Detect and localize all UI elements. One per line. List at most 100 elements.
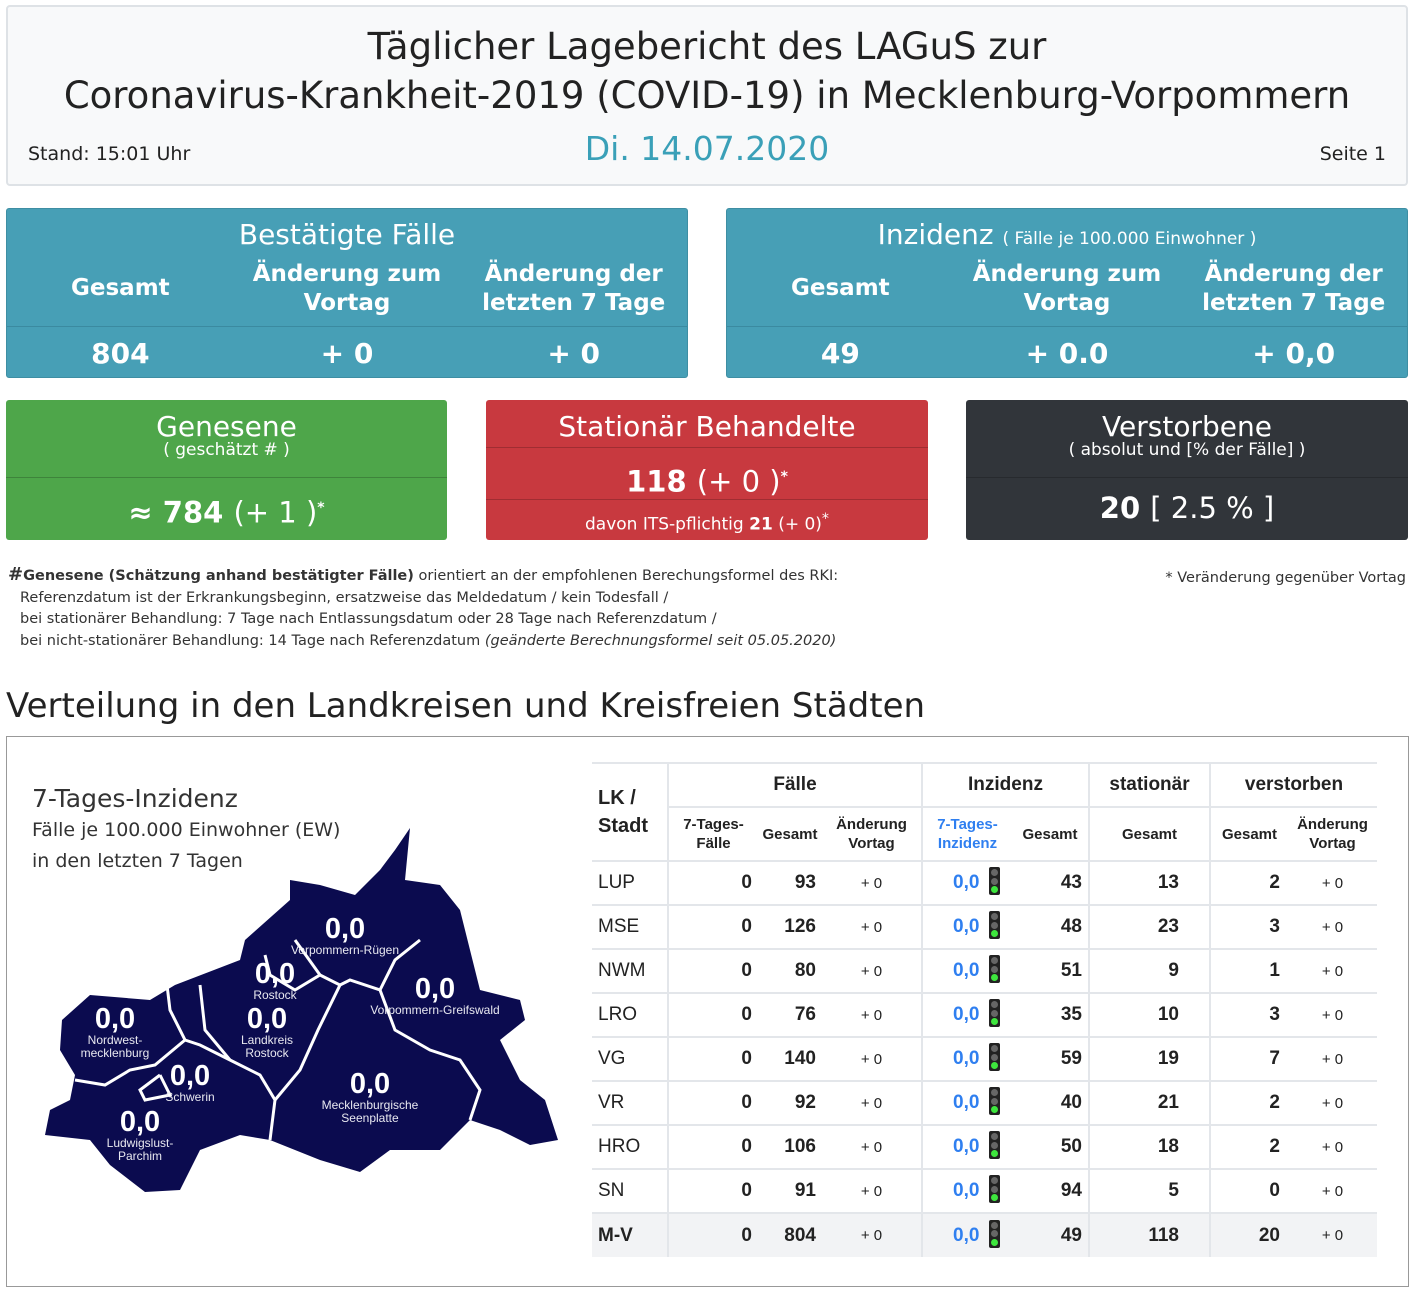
card-title: Bestätigte Fälle [238, 218, 456, 251]
total-cases: 93 [758, 860, 822, 905]
col-header: Änderung zum Vortag [972, 260, 1162, 316]
table-row: VR 0 92 + 0 0,0 40 21 2 + 0 [592, 1080, 1377, 1125]
total-cases: 92 [758, 1080, 822, 1125]
district-borders [74, 938, 482, 1141]
cases-change: + 0 [822, 904, 922, 949]
col-change: Änderung Vortag [822, 806, 922, 861]
table-row: NWM 0 80 + 0 0,0 51 9 1 + 0 [592, 948, 1377, 993]
district-name: M-V [592, 1212, 668, 1257]
traffic-light-icon [989, 955, 1001, 983]
its-line: davon ITS-pflichtig 21 (+ 0)* [486, 500, 928, 540]
card-subtitle: ( geschätzt # ) [6, 440, 447, 478]
map-region-vorpommern-greifswald: 0,0 Vorpommern-Greifswald [370, 973, 500, 1017]
district-name: HRO [592, 1124, 668, 1169]
group-stationaer: stationär [1088, 762, 1210, 807]
total-cases: 91 [758, 1168, 822, 1213]
col-lk: LK / Stadt [592, 762, 668, 861]
district-name: MSE [592, 904, 668, 949]
col-header: Änderung der letzten 7 Tage [1202, 260, 1386, 316]
report-date: Di. 14.07.2020 [584, 129, 830, 168]
cases-change: + 0 [822, 1080, 922, 1125]
map-subtitle: in den letzten 7 Tagen [32, 850, 243, 872]
traffic-light-icon [989, 999, 1001, 1027]
star: * [821, 511, 829, 527]
its-change: (+ 0) [778, 514, 822, 535]
page-number: Seite 1 [1319, 143, 1386, 165]
hospital-total: 9 [1088, 948, 1210, 993]
7day-incidence: 0,0 [921, 992, 1012, 1037]
traffic-light-icon [989, 1043, 1001, 1071]
map-region-rostock: 0,0 Rostock [253, 958, 297, 1002]
table-row: LRO 0 76 + 0 0,0 35 10 3 + 0 [592, 992, 1377, 1037]
deaths-total: 2 [1209, 1124, 1288, 1169]
incidence-total: 35 [1012, 992, 1089, 1037]
district-name: NWM [592, 948, 668, 993]
cases-change: + 0 [822, 1168, 922, 1213]
card-title: Verstorbene [1102, 410, 1272, 443]
footnote-line: orientiert an der empfohlenen Berechungs… [413, 568, 839, 584]
deaths-change: + 0 [1288, 1036, 1377, 1081]
total-cases: 140 [758, 1036, 822, 1081]
change: (+ 0 ) [696, 464, 781, 499]
footnote-bold: Genesene (Schätzung anhand bestätigter F… [23, 568, 414, 584]
value: 804 [91, 337, 150, 370]
table-row: SN 0 91 + 0 0,0 94 5 0 + 0 [592, 1168, 1377, 1213]
footnote-line: bei stationärer Behandlung: 7 Tage nach … [20, 611, 717, 627]
deaths-total: 0 [1209, 1168, 1288, 1213]
district-name: VR [592, 1080, 668, 1125]
deaths-card: Verstorbene ( absolut und [% der Fälle] … [966, 400, 1408, 540]
7day-incidence: 0,0 [921, 1168, 1012, 1213]
district-name: LUP [592, 860, 668, 905]
traffic-light-icon [989, 867, 1001, 895]
section-title: Verteilung in den Landkreisen und Kreisf… [6, 686, 926, 726]
hospital-total: 13 [1088, 860, 1210, 905]
incidence-total: 94 [1012, 1168, 1089, 1213]
7day-cases: 0 [667, 1036, 758, 1081]
7day-cases: 0 [667, 860, 758, 905]
map-outline [45, 828, 558, 1192]
card-subtitle: ( absolut und [% der Fälle] ) [966, 440, 1408, 478]
7day-incidence: 0,0 [921, 1124, 1012, 1169]
deaths-total: 3 [1209, 992, 1288, 1037]
its-value: 21 [749, 514, 773, 535]
7day-incidence: 0,0 [921, 1212, 1012, 1257]
its-label: davon ITS-pflichtig [585, 514, 744, 535]
change: (+ 1 ) [233, 495, 318, 530]
cases-change: + 0 [822, 948, 922, 993]
star: * [780, 469, 788, 485]
star: * [317, 500, 325, 516]
7day-incidence: 0,0 [921, 904, 1012, 949]
7day-cases: 0 [667, 948, 758, 993]
7day-incidence: 0,0 [921, 860, 1012, 905]
value: + 0 [320, 337, 374, 370]
deaths-change: + 0 [1288, 948, 1377, 993]
deaths-total: 20 [1209, 1212, 1288, 1257]
total-cases: 126 [758, 904, 822, 949]
deaths-total: 1 [1209, 948, 1288, 993]
hospital-total: 118 [1088, 1212, 1210, 1257]
total-cases: 804 [758, 1212, 822, 1257]
confirmed-cases-card: Bestätigte Fälle Gesamt Änderung zum Vort… [6, 208, 688, 378]
col-total: Gesamt [758, 806, 822, 861]
incidence-total: 43 [1012, 860, 1089, 905]
col-header: Gesamt [71, 275, 170, 301]
hospitalized-card: Stationär Behandelte 118 (+ 0 )* davon I… [486, 400, 928, 540]
deaths-change: + 0 [1288, 904, 1377, 949]
7day-cases: 0 [667, 1080, 758, 1125]
incidence-card: Inzidenz ( Fälle je 100.000 Einwohner ) … [726, 208, 1408, 378]
total-cases: 80 [758, 948, 822, 993]
map-region-nordwestmecklenburg: 0,0 Nordwest-mecklenburg [80, 1003, 150, 1060]
col-total: Gesamt [1088, 806, 1210, 861]
deaths-change: + 0 [1288, 1124, 1377, 1169]
group-faelle: Fälle [667, 762, 922, 807]
7day-cases: 0 [667, 1124, 758, 1169]
hospital-total: 5 [1088, 1168, 1210, 1213]
footnote-line: bei nicht-stationärer Behandlung: 14 Tag… [20, 632, 485, 649]
title-line-2: Coronavirus-Krankheit-2019 (COVID-19) in… [63, 74, 1351, 117]
7day-cases: 0 [667, 1168, 758, 1213]
group-inzidenz: Inzidenz [921, 762, 1089, 807]
deaths-change: + 0 [1288, 1168, 1377, 1213]
value: 49 [820, 337, 860, 370]
col-header: Änderung zum Vortag [252, 260, 442, 316]
